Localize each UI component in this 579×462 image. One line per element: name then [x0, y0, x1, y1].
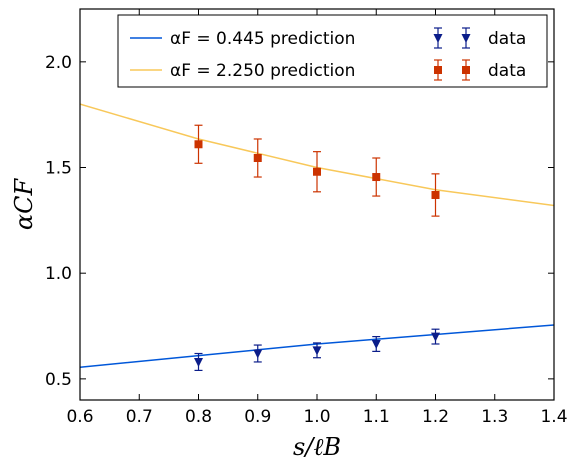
data-point-1-4: [431, 173, 440, 217]
legend-square-marker: [434, 66, 442, 74]
y-tick-label: 1.5: [45, 159, 72, 179]
plot-area: [80, 103, 554, 372]
legend-marker-1-0: [434, 59, 442, 81]
y-tick-label: 1.0: [45, 264, 72, 284]
triangle-marker: [194, 357, 203, 367]
axis-labels: s/ℓB αCF: [10, 178, 341, 461]
legend-marker-0-1: [461, 27, 471, 49]
square-marker: [431, 190, 440, 199]
square-marker: [372, 173, 381, 182]
data-point-0-2: [312, 342, 322, 359]
legend-box: [117, 14, 548, 88]
x-tick-label: 1.0: [303, 407, 330, 427]
data-point-1-0: [194, 124, 203, 164]
legend-marker-1-1: [462, 59, 470, 81]
data-point-1-3: [372, 157, 381, 197]
y-axis-label: αCF: [10, 178, 38, 231]
x-axis-label: s/ℓB: [293, 433, 341, 461]
x-tick-label: 1.2: [422, 407, 449, 427]
data-point-0-1: [253, 344, 263, 363]
triangle-marker: [253, 349, 263, 359]
x-tick-label: 0.6: [66, 407, 93, 427]
square-marker: [253, 154, 262, 163]
x-tick-label: 1.3: [481, 407, 508, 427]
data-point-0-4: [431, 328, 440, 345]
y-tick-label: 2.0: [45, 53, 72, 73]
x-tick-label: 0.7: [126, 407, 153, 427]
data-point-0-3: [371, 335, 381, 352]
legend-triangle-marker: [461, 34, 471, 43]
legend: αF = 0.445 prediction αF = 2.250 predicti…: [117, 14, 548, 88]
triangle-marker: [371, 339, 381, 349]
legend-line-label-0: αF = 0.445 prediction: [170, 29, 355, 49]
triangle-marker: [431, 332, 440, 342]
x-tick-label: 1.4: [540, 407, 567, 427]
x-tick-label: 0.8: [185, 407, 212, 427]
x-tick-label: 0.9: [244, 407, 271, 427]
legend-marker-0-0: [433, 27, 443, 49]
triangle-marker: [312, 346, 322, 356]
data-point-1-2: [313, 151, 321, 193]
axis-ticks: 0.6 0.7 0.8 0.9 1.0 1.1 1.2 1.3 1.4 0.5 1.0 1.5 2.0: [45, 9, 568, 427]
legend-line-label-1: αF = 2.250 prediction: [170, 61, 355, 81]
legend-data-label-1: data: [488, 61, 526, 81]
legend-square-marker: [462, 66, 470, 74]
square-marker: [194, 140, 203, 149]
data-point-1-1: [253, 138, 262, 178]
y-tick-label: 0.5: [45, 370, 72, 390]
x-tick-label: 1.1: [363, 407, 390, 427]
plot-frame: [79, 8, 555, 401]
data-point-0-0: [194, 352, 203, 372]
legend-triangle-marker: [433, 34, 443, 43]
square-marker: [313, 167, 321, 176]
legend-data-label-0: data: [488, 29, 526, 49]
